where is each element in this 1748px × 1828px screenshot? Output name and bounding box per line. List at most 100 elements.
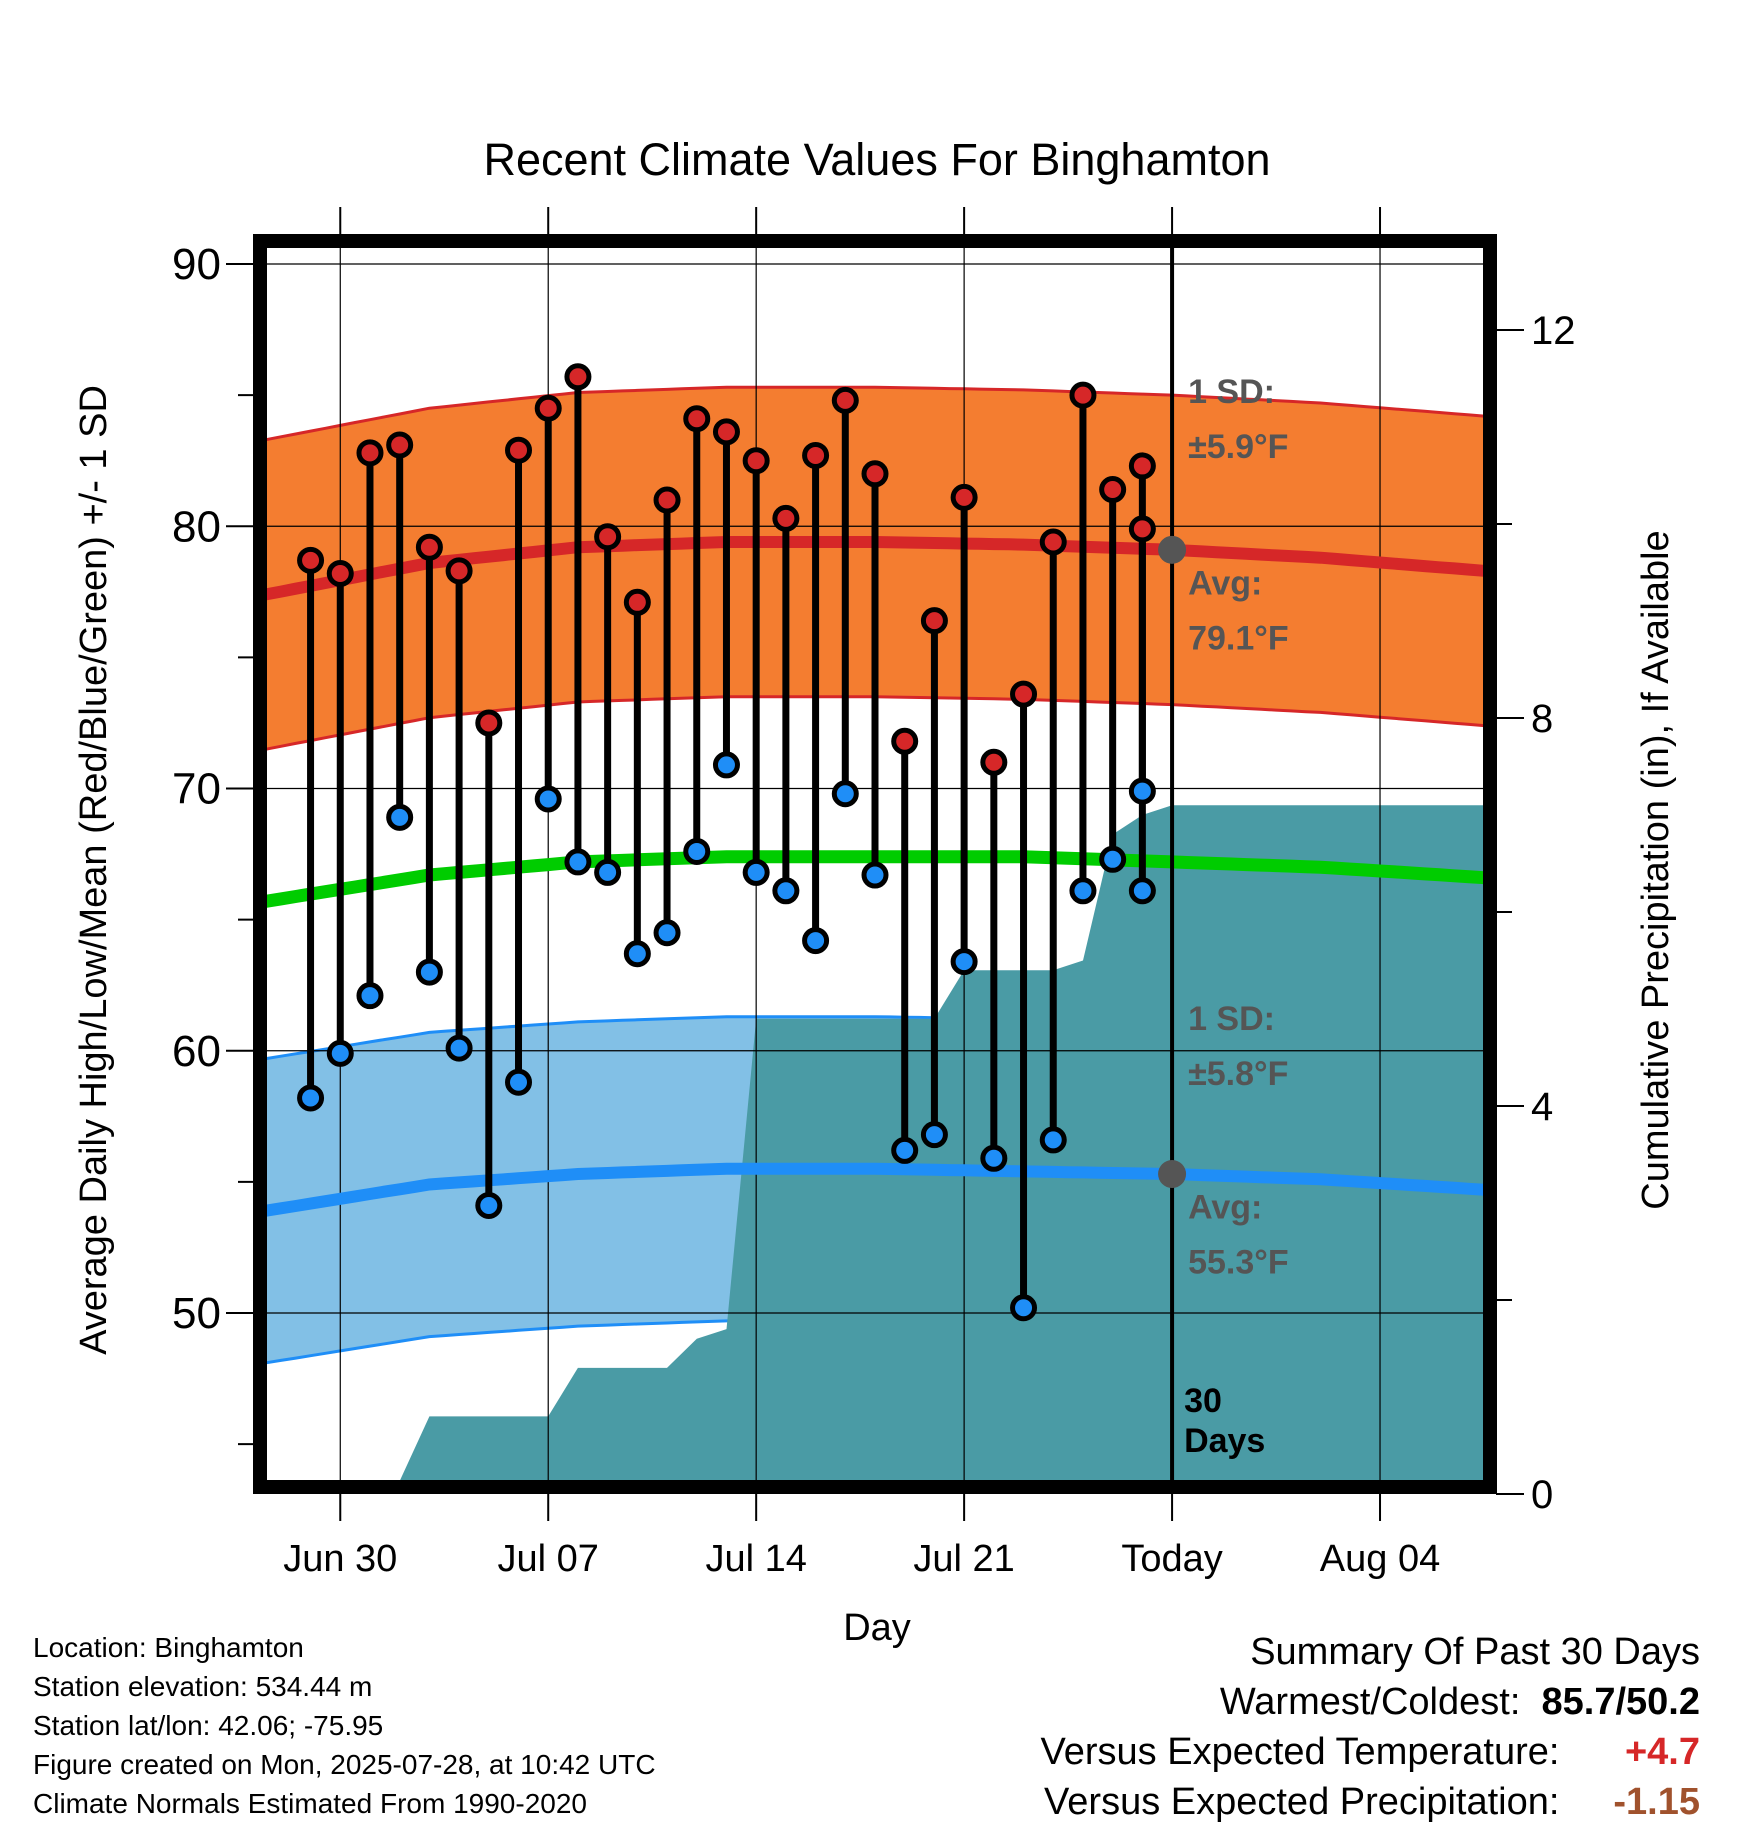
daily-low-point bbox=[980, 1144, 1008, 1172]
daily-low-point bbox=[326, 1039, 354, 1067]
daily-low-point bbox=[861, 861, 889, 889]
daily-low-point bbox=[1010, 1294, 1038, 1322]
daily-high-point bbox=[594, 523, 622, 551]
days-label-number: 30 bbox=[1184, 1382, 1222, 1420]
daily-high-point bbox=[950, 483, 978, 511]
daily-low-point bbox=[742, 858, 770, 886]
info-created: Figure created on Mon, 2025-07-28, at 10… bbox=[33, 1749, 656, 1780]
daily-low-point bbox=[505, 1068, 533, 1096]
summary-precip-value: -1.15 bbox=[1613, 1781, 1700, 1823]
x-tick-label: Jul 07 bbox=[498, 1538, 599, 1580]
x-axis-label: Day bbox=[843, 1607, 911, 1649]
y-tick-label: 60 bbox=[172, 1027, 221, 1076]
summary-temp-value: +4.7 bbox=[1624, 1731, 1700, 1773]
summary-warmest-row: Warmest/Coldest: 85.7/50.2 bbox=[1041, 1677, 1700, 1727]
daily-high-point bbox=[445, 557, 473, 585]
y-tick-label: 80 bbox=[172, 502, 221, 551]
daily-low-point bbox=[772, 877, 800, 905]
high-avg-label: Avg: bbox=[1188, 564, 1262, 602]
daily-low-point bbox=[356, 982, 384, 1010]
daily-low-point bbox=[1128, 777, 1156, 805]
daily-high-point bbox=[772, 504, 800, 532]
summary-temp-label: Versus Expected Temperature: bbox=[1040, 1731, 1560, 1773]
plot-frame bbox=[253, 234, 1497, 1494]
summary-title: Summary Of Past 30 Days bbox=[1250, 1631, 1700, 1673]
daily-high-point bbox=[1099, 476, 1127, 504]
daily-low-point bbox=[920, 1121, 948, 1149]
y-tick-label: 90 bbox=[172, 240, 221, 289]
x-tick-label: Aug 04 bbox=[1320, 1538, 1440, 1580]
daily-high-point bbox=[475, 709, 503, 737]
high-avg-today-dot bbox=[1158, 535, 1187, 564]
daily-low-point bbox=[1128, 877, 1156, 905]
y2-tick-label: 4 bbox=[1531, 1085, 1553, 1129]
summary-precip-row: Versus Expected Precipitation: -1.15 bbox=[1041, 1777, 1700, 1827]
daily-low-point bbox=[683, 837, 711, 865]
x-tick-label: Jul 21 bbox=[913, 1538, 1014, 1580]
daily-low-point bbox=[534, 785, 562, 813]
y2-axis-label: Cumulative Precipitation (in), If Availa… bbox=[1635, 530, 1677, 1209]
daily-high-point bbox=[712, 418, 740, 446]
daily-high-point bbox=[742, 447, 770, 475]
daily-low-point bbox=[297, 1084, 325, 1112]
daily-high-point bbox=[1128, 452, 1156, 480]
y-axis-label: Average Daily High/Low/Mean (Red/Blue/Gr… bbox=[73, 385, 115, 1355]
daily-high-point bbox=[1128, 515, 1156, 543]
precip-area bbox=[266, 805, 1484, 1481]
info-location: Location: Binghamton bbox=[33, 1632, 304, 1663]
daily-low-point bbox=[891, 1136, 919, 1164]
daily-high-point bbox=[861, 460, 889, 488]
daily-high-point bbox=[1039, 528, 1067, 556]
daily-low-point bbox=[831, 780, 859, 808]
daily-high-point bbox=[505, 436, 533, 464]
daily-high-point bbox=[653, 486, 681, 514]
daily-low-point bbox=[1099, 845, 1127, 873]
station-info: Location: Binghamton Station elevation: … bbox=[33, 1628, 656, 1823]
low-sd-value: ±5.8°F bbox=[1188, 1055, 1288, 1093]
summary-temp-row: Versus Expected Temperature: +4.7 bbox=[1041, 1727, 1700, 1777]
x-tick-label: Jul 14 bbox=[705, 1538, 806, 1580]
low-avg-today-dot bbox=[1158, 1160, 1187, 1189]
y2-tick-label: 12 bbox=[1531, 309, 1576, 353]
info-latlon: Station lat/lon: 42.06; -75.95 bbox=[33, 1710, 384, 1741]
daily-high-point bbox=[386, 431, 414, 459]
daily-low-point bbox=[623, 940, 651, 968]
daily-high-point bbox=[1069, 381, 1097, 409]
summary-warmest-value: 85.7/50.2 bbox=[1541, 1681, 1700, 1723]
daily-high-point bbox=[920, 607, 948, 635]
y-tick-label: 50 bbox=[172, 1289, 221, 1338]
daily-high-point bbox=[356, 439, 384, 467]
low-avg-label: Avg: bbox=[1188, 1189, 1262, 1227]
y-tick-label: 70 bbox=[172, 765, 221, 814]
high-sd-value: ±5.9°F bbox=[1188, 428, 1288, 466]
daily-high-point bbox=[891, 727, 919, 755]
summary-precip-label: Versus Expected Precipitation: bbox=[1044, 1781, 1560, 1823]
daily-high-point bbox=[623, 588, 651, 616]
y2-tick-label: 0 bbox=[1531, 1473, 1553, 1517]
x-tick-label: Jun 30 bbox=[283, 1538, 397, 1580]
daily-high-point bbox=[297, 546, 325, 574]
summary-warmest-label: Warmest/Coldest: bbox=[1219, 1681, 1521, 1723]
daily-high-point bbox=[980, 748, 1008, 776]
daily-high-point bbox=[802, 441, 830, 469]
daily-high-point bbox=[564, 363, 592, 391]
x-tick-label: Today bbox=[1121, 1538, 1222, 1580]
daily-low-point bbox=[386, 803, 414, 831]
daily-low-point bbox=[653, 919, 681, 947]
daily-high-point bbox=[683, 405, 711, 433]
daily-low-point bbox=[1069, 877, 1097, 905]
daily-high-point bbox=[415, 533, 443, 561]
daily-low-point bbox=[445, 1034, 473, 1062]
daily-low-point bbox=[1039, 1126, 1067, 1154]
low-sd-label: 1 SD: bbox=[1188, 1000, 1275, 1038]
daily-high-point bbox=[326, 559, 354, 587]
high-sd-label: 1 SD: bbox=[1188, 373, 1275, 411]
high-sd-upper-line bbox=[265, 385, 1485, 442]
daily-low-point bbox=[802, 927, 830, 955]
low-average-line bbox=[265, 1162, 1485, 1217]
summary-panel: Summary Of Past 30 Days Warmest/Coldest:… bbox=[1041, 1627, 1700, 1827]
high-avg-value: 79.1°F bbox=[1188, 620, 1289, 658]
daily-low-point bbox=[564, 848, 592, 876]
info-normals: Climate Normals Estimated From 1990-2020 bbox=[33, 1788, 587, 1819]
